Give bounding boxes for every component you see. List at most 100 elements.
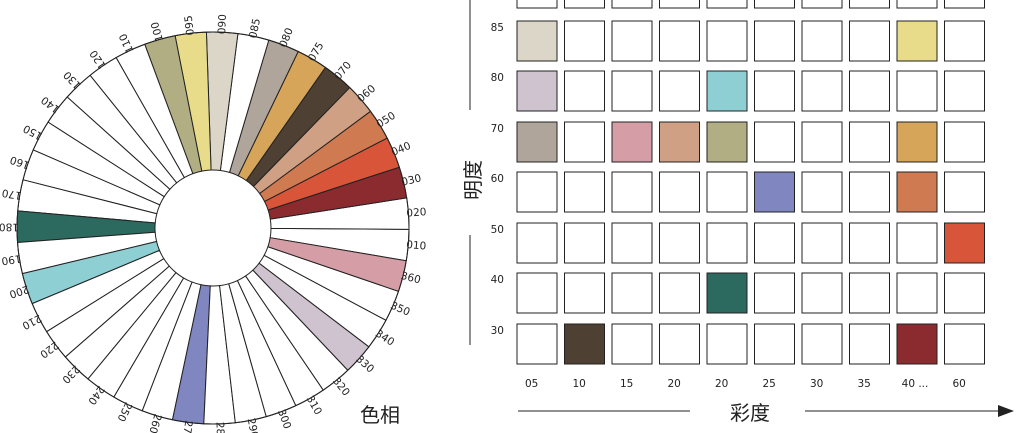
col-label: 15 xyxy=(620,378,633,390)
col-label: 60 xyxy=(953,378,966,390)
tone-cell xyxy=(516,272,558,314)
tone-grid: 明度 彩度 85 80 70 60 50 40 30 05 10 15 20 20 25 30 35 40 … xyxy=(461,0,1014,425)
tone-cell xyxy=(611,323,653,365)
tone-cell xyxy=(516,70,558,112)
hue-label: 150 xyxy=(21,122,44,142)
tone-cell xyxy=(706,272,748,314)
tone-cell xyxy=(564,20,605,62)
hue-label: 120 xyxy=(88,48,109,71)
hue-label: 260 xyxy=(146,412,163,433)
hue-label: 210 xyxy=(20,312,43,332)
tone-cell xyxy=(564,323,605,365)
tone-cell xyxy=(659,272,700,314)
hue-label: 270 xyxy=(180,420,194,433)
tone-cell-partial xyxy=(801,0,843,9)
hue-label: 030 xyxy=(400,172,422,188)
tone-cell-partial xyxy=(516,0,558,9)
tone-cell xyxy=(801,272,843,314)
tone-cell xyxy=(896,121,938,163)
hue-label: 280 xyxy=(214,422,227,433)
hue-label: 020 xyxy=(406,206,427,219)
tone-cell xyxy=(564,272,605,314)
tone-cell xyxy=(896,222,938,264)
tone-cell xyxy=(611,20,653,62)
tone-cell xyxy=(611,272,653,314)
hue-caption: 色相 xyxy=(360,403,400,427)
row-label: 70 xyxy=(491,123,504,135)
hue-label: 100 xyxy=(149,20,166,43)
tone-cell xyxy=(516,20,558,62)
hue-label: 040 xyxy=(390,140,413,159)
tone-cell xyxy=(944,121,985,163)
tone-cell xyxy=(944,171,985,213)
row-label: 60 xyxy=(491,173,504,185)
tone-cell xyxy=(659,70,700,112)
tone-cell xyxy=(944,70,985,112)
hue-label: 110 xyxy=(117,31,136,54)
tone-cell xyxy=(896,70,938,112)
y-axis-label: 明度 xyxy=(461,160,485,200)
tone-cell xyxy=(754,70,795,112)
tone-cell xyxy=(659,171,700,213)
col-label: 20 xyxy=(715,378,728,390)
tone-cell xyxy=(706,20,748,62)
tone-cell xyxy=(611,70,653,112)
hue-label: 190 xyxy=(1,252,23,267)
hue-wheel: 0100200300400500600700750800850900951001… xyxy=(0,14,427,433)
hue-label: 180 xyxy=(0,221,19,233)
tone-cell xyxy=(659,121,700,163)
tone-cell xyxy=(564,70,605,112)
tone-cell-partial xyxy=(706,0,748,9)
tone-cell xyxy=(801,171,843,213)
hue-label: 250 xyxy=(115,400,135,423)
col-label: 25 xyxy=(763,378,776,390)
hue-label: 080 xyxy=(277,26,295,49)
tone-cell xyxy=(896,171,938,213)
tone-cell xyxy=(659,222,700,264)
col-label: 20 xyxy=(668,378,681,390)
hue-label: 010 xyxy=(406,239,427,253)
tone-cell-partial xyxy=(659,0,700,9)
tone-cell xyxy=(516,171,558,213)
hue-label: 095 xyxy=(183,15,197,36)
tone-cell xyxy=(801,20,843,62)
hue-label: 170 xyxy=(1,186,23,201)
tone-cell xyxy=(801,222,843,264)
tone-cell xyxy=(801,70,843,112)
tone-cell-partial xyxy=(611,0,653,9)
tone-cell xyxy=(706,70,748,112)
hue-label: 085 xyxy=(247,17,263,39)
tone-cell xyxy=(611,171,653,213)
tone-cell xyxy=(896,323,938,365)
col-label: 40 ... xyxy=(902,378,929,390)
tone-cell xyxy=(849,20,890,62)
tone-cell xyxy=(944,222,985,264)
tone-cell xyxy=(564,171,605,213)
tone-cell xyxy=(754,272,795,314)
tone-cell xyxy=(516,222,558,264)
hue-label: 310 xyxy=(304,394,324,417)
hue-label: 350 xyxy=(389,300,412,319)
tone-cell xyxy=(896,20,938,62)
tone-cell xyxy=(801,323,843,365)
tone-cell-partial xyxy=(564,0,605,9)
hue-label: 160 xyxy=(9,153,32,171)
tone-cell xyxy=(754,323,795,365)
hue-label: 075 xyxy=(306,40,326,63)
tone-cell xyxy=(801,121,843,163)
tone-cell xyxy=(944,272,985,314)
tone-cell xyxy=(754,171,795,213)
tone-cell xyxy=(754,121,795,163)
tone-cell xyxy=(849,70,890,112)
tone-cell xyxy=(516,323,558,365)
tone-cell xyxy=(754,222,795,264)
row-label: 30 xyxy=(491,325,504,337)
row-label: 85 xyxy=(491,22,504,34)
tone-cell-partial xyxy=(849,0,890,9)
hue-label: 290 xyxy=(245,417,261,433)
row-label: 80 xyxy=(491,72,504,84)
tone-cell xyxy=(706,222,748,264)
hue-label: 050 xyxy=(374,110,397,131)
col-label: 30 xyxy=(810,378,823,390)
tone-cell xyxy=(849,272,890,314)
